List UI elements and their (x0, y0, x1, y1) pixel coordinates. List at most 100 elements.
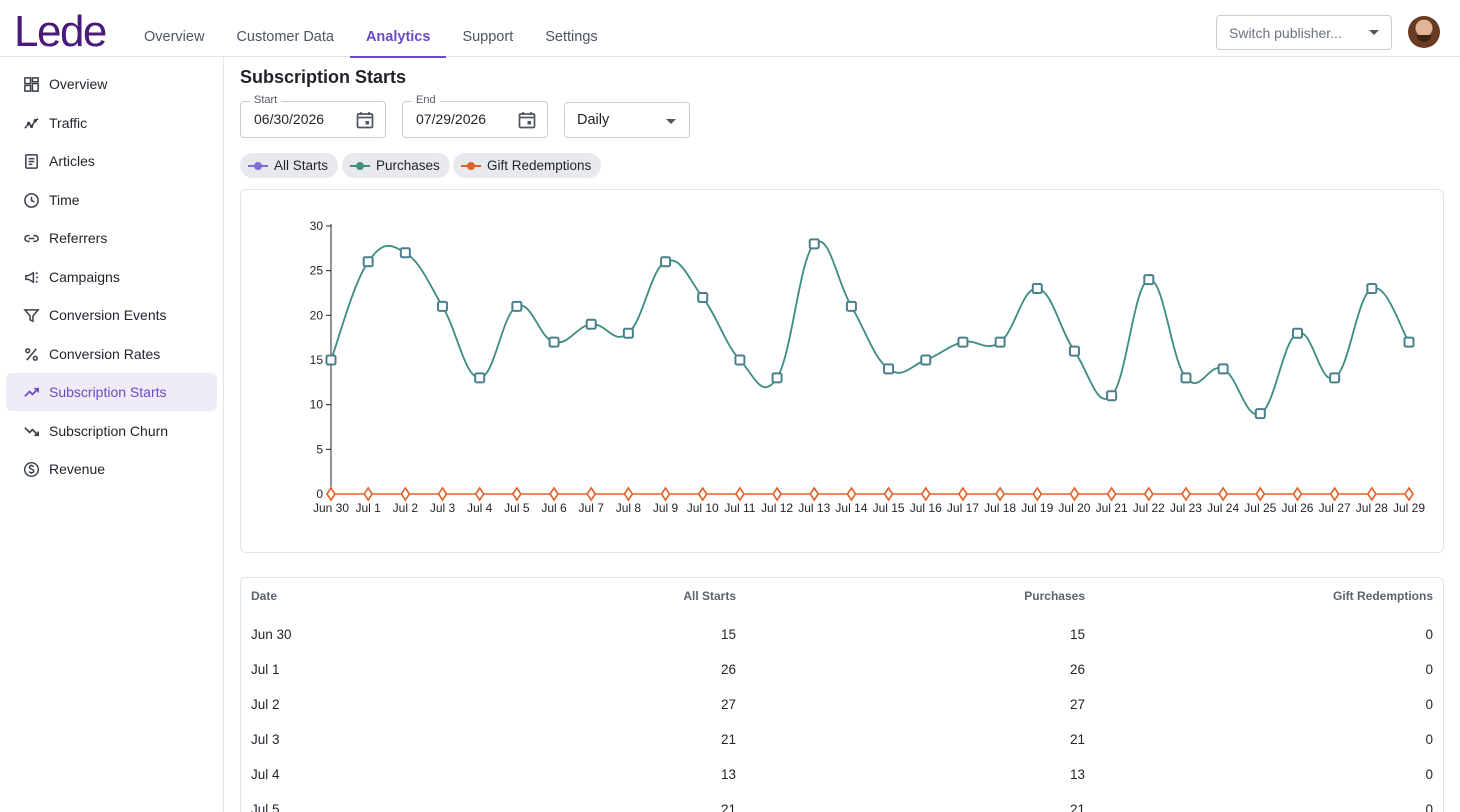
purchases-point (1217, 363, 1229, 375)
dollar-icon (22, 460, 40, 478)
legend-label: Purchases (376, 158, 440, 173)
table-cell-gift-redemptions: 0 (1425, 662, 1433, 677)
x-tick-label: Jul 8 (616, 501, 642, 515)
gift-redemptions-point (549, 486, 559, 502)
sidebar-item-revenue[interactable]: Revenue (6, 450, 217, 488)
sidebar-item-subscription-churn[interactable]: Subscription Churn (6, 412, 217, 450)
x-tick-label: Jul 5 (504, 501, 530, 515)
sidebar-item-conversion-rates[interactable]: Conversion Rates (6, 335, 217, 373)
gift-redemptions-point (1292, 486, 1303, 502)
table-cell-purchases: 26 (1069, 662, 1085, 677)
table-cell-date: Jul 2 (251, 697, 280, 712)
table-cell-gift-redemptions: 0 (1425, 627, 1433, 642)
purchases-point (622, 327, 634, 339)
gift-redemptions-point (920, 486, 931, 502)
user-avatar[interactable] (1408, 16, 1440, 48)
gift-redemptions-point (1143, 486, 1154, 502)
interval-select[interactable]: Daily (564, 102, 690, 138)
x-tick-label: Jul 29 (1393, 501, 1425, 515)
purchases-point (1068, 345, 1080, 357)
gift-redemptions-point (995, 486, 1006, 502)
gift-redemptions-point (400, 486, 411, 502)
x-tick-label: Jul 1 (355, 501, 381, 515)
gift-redemptions-point (437, 486, 448, 502)
column-header-date[interactable]: Date (251, 589, 278, 603)
sidebar-item-referrers[interactable]: Referrers (6, 219, 217, 257)
purchases-point (1291, 327, 1303, 339)
purchases-point (474, 372, 486, 384)
y-tick-label: 15 (310, 353, 324, 367)
table-cell-date: Jul 1 (251, 662, 280, 677)
gift-redemptions-point (1255, 486, 1266, 502)
end-date-input[interactable] (416, 111, 516, 127)
y-tick-label: 30 (310, 219, 324, 233)
gift-redemptions-point (697, 486, 708, 502)
tab-settings[interactable]: Settings (545, 28, 598, 45)
gift-redemptions-point (1106, 486, 1117, 502)
gift-redemptions-point (623, 486, 634, 502)
y-tick-label: 5 (316, 442, 323, 456)
interval-value: Daily (577, 112, 610, 128)
x-tick-label: Jul 10 (687, 501, 719, 515)
legend-label: All Starts (274, 158, 329, 173)
column-header-gift-redemptions[interactable]: Gift Redemptions (1332, 589, 1433, 603)
gift-redemptions-point (846, 486, 857, 502)
start-date-input[interactable] (254, 111, 354, 127)
tab-support[interactable]: Support (462, 28, 514, 45)
table-cell-purchases: 15 (1069, 627, 1085, 642)
sidebar-item-articles[interactable]: Articles (6, 142, 217, 180)
filter-icon (22, 306, 40, 324)
table-cell-gift-redemptions: 0 (1425, 802, 1433, 812)
gift-redemptions-point (1032, 486, 1043, 502)
trending-down-icon (22, 422, 40, 440)
purchases-point (548, 336, 560, 348)
table-cell-all-starts: 21 (720, 802, 736, 812)
sidebar-item-overview[interactable]: Overview (6, 65, 217, 103)
table-cell-purchases: 21 (1069, 732, 1085, 747)
table-cell-purchases: 27 (1069, 697, 1085, 712)
gift-redemptions-point (586, 486, 597, 502)
tab-customer-data[interactable]: Customer Data (236, 28, 334, 45)
calendar-icon[interactable] (355, 110, 375, 130)
y-tick-label: 20 (310, 308, 324, 322)
sidebar-item-time[interactable]: Time (6, 181, 217, 219)
gift-redemptions-point (1404, 486, 1414, 502)
sidebar-item-traffic[interactable]: Traffic (6, 104, 217, 142)
start-date-field[interactable]: Start (240, 94, 386, 138)
x-tick-label: Jul 20 (1058, 501, 1090, 515)
legend-chip-all-starts[interactable]: All Starts (240, 153, 339, 178)
sidebar-item-subscription-starts[interactable]: Subscription Starts (6, 373, 217, 411)
legend-chip-purchases[interactable]: Purchases (342, 153, 450, 178)
tab-analytics[interactable]: Analytics (349, 0, 447, 58)
gift-redemptions-point (1218, 486, 1229, 502)
page-title: Subscription Starts (240, 67, 407, 87)
purchases-point (883, 363, 895, 375)
series-line-all-starts (330, 240, 1410, 415)
x-tick-label: Jul 19 (1021, 501, 1053, 515)
gift-redemptions-point (363, 486, 374, 502)
x-tick-label: Jul 12 (761, 501, 793, 515)
column-header-all-starts[interactable]: All Starts (683, 589, 736, 603)
x-tick-label: Jul 21 (1096, 501, 1128, 515)
purchases-point (437, 300, 449, 312)
gift-redemptions-point (474, 486, 485, 502)
column-header-purchases[interactable]: Purchases (1024, 589, 1085, 603)
table-cell-gift-redemptions: 0 (1425, 767, 1433, 782)
sidebar-item-label: Referrers (49, 230, 108, 246)
sidebar-item-conversion-events[interactable]: Conversion Events (6, 296, 217, 334)
end-date-field[interactable]: End (402, 94, 548, 138)
gift-redemptions-point (772, 486, 783, 502)
sidebar-item-label: Traffic (49, 115, 88, 131)
calendar-icon[interactable] (517, 110, 537, 130)
brand-logo[interactable]: Lede (14, 7, 107, 56)
publisher-switcher-select[interactable]: Switch publisher... (1216, 15, 1392, 50)
sidebar-item-label: Revenue (49, 461, 106, 477)
dropdown-caret-icon (666, 119, 676, 124)
purchases-point (697, 291, 709, 303)
tab-overview[interactable]: Overview (144, 28, 205, 45)
legend-chip-gift-redemptions[interactable]: Gift Redemptions (453, 153, 602, 178)
sidebar-item-campaigns[interactable]: Campaigns (6, 258, 217, 296)
sidebar: Overview Traffic Articles Time Referrers… (0, 57, 224, 812)
trending-up-icon (22, 383, 40, 401)
purchases-point (1180, 372, 1192, 384)
